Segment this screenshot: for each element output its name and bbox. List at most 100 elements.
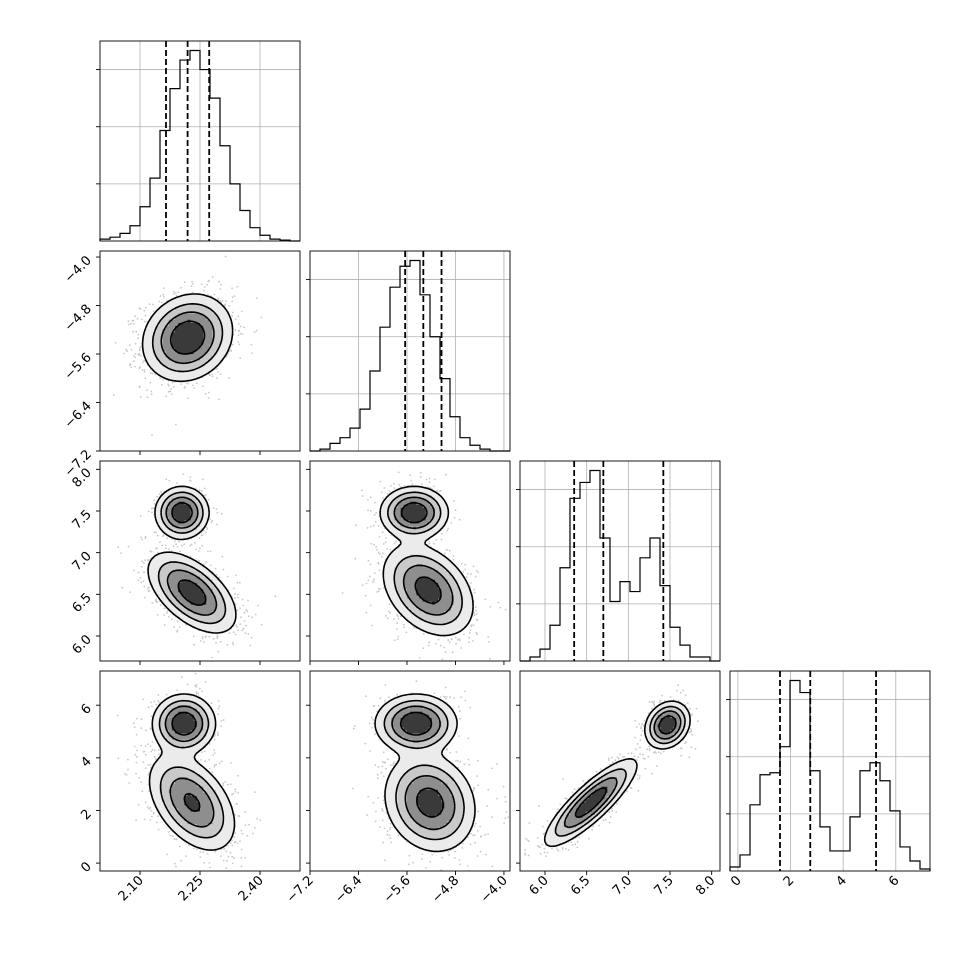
density-cell [209,604,213,609]
density-cell [153,322,157,327]
density-cell [181,554,185,559]
density-cell [225,322,229,327]
density-cell [200,347,204,352]
scatter-point [201,637,204,640]
density-cell [175,582,179,587]
scatter-point [162,295,165,298]
density-cell [175,564,179,568]
density-cell [175,354,179,358]
density-cell [146,329,151,333]
density-cell [171,604,176,609]
density-cell [221,322,226,327]
density-cell [153,338,157,342]
scatter-point [155,598,157,601]
density-cell [178,319,182,324]
density-cell [221,313,226,317]
density-cell [190,354,195,358]
density-cell [153,363,157,367]
density-cell [181,366,185,371]
scatter-point [247,599,249,602]
density-cell [187,489,191,493]
density-cell [196,623,201,627]
density-cell [193,564,198,568]
density-cell [190,492,195,496]
density-cell [193,570,198,574]
density-cell [181,332,185,336]
density-cell [171,501,176,506]
density-cell [225,344,229,349]
density-cell [168,369,173,374]
scatter-point [255,297,258,299]
density-cell [221,347,226,352]
density-cell [218,611,223,615]
density-cell [156,501,160,506]
density-cell [203,366,207,371]
scatter-point [397,471,400,474]
density-cell [206,595,210,599]
scatter-point [443,668,445,670]
density-cell [184,326,188,330]
density-cell [175,554,179,559]
density-cell [228,322,232,327]
density-cell [200,586,204,590]
density-cell [175,313,179,317]
scatter-point [382,587,385,589]
density-cell [175,304,179,308]
scatter-point [234,318,237,320]
density-cell [150,316,154,321]
density-cell [168,501,173,506]
density-cell [165,592,170,596]
scatter-point [144,314,147,317]
density-cell [187,592,191,596]
density-cell [187,595,191,599]
density-cell [187,617,191,621]
density-cell [146,322,151,327]
scatter-point [206,528,209,530]
scatter-point [439,489,442,492]
scatter-point [211,375,214,378]
scatter-point [231,300,234,303]
scatter-point [203,563,205,565]
density-cell [203,501,207,506]
density-cell [200,319,204,324]
density-cell [196,514,201,518]
scatter-point [211,373,214,376]
density-cell [200,579,204,584]
density-cell [215,601,220,606]
density-cell [175,376,179,380]
density-cell [193,498,198,502]
scatter-point [215,641,218,644]
density-cell [165,357,170,361]
density-cell [221,329,226,333]
scatter-point [452,558,455,561]
scatter-point [139,515,142,517]
density-cell [203,576,207,581]
scatter-point [180,383,183,385]
contour-lines [147,485,237,634]
scatter-point [141,361,144,364]
density-cell [150,332,154,336]
density-cell [162,498,166,502]
density-cell [159,354,163,358]
density-cell [193,604,198,609]
scatter-point [149,372,152,375]
density-cell [168,360,173,364]
density-cell [159,351,163,355]
density-cell [171,520,176,524]
density-cell [200,511,204,515]
density-cell [159,498,163,502]
density-cell [181,301,185,305]
density-cell [225,617,229,621]
density-cell [221,326,226,330]
scatter-point [382,497,384,499]
density-cell [200,344,204,349]
density-cell [187,347,191,352]
density-cell [143,335,148,339]
density-cell [171,576,176,581]
scatter-point [170,388,173,390]
density-cell [181,598,185,602]
scatter-point [114,341,117,344]
density-cell [181,335,185,339]
density-cell [178,573,182,577]
